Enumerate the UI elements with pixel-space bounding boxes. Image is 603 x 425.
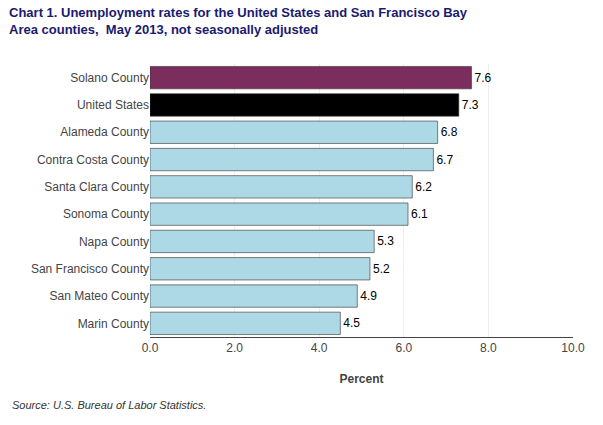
svg-text:San Mateo County: San Mateo County: [50, 289, 149, 303]
svg-text:10.0: 10.0: [561, 341, 585, 355]
svg-text:San Francisco County: San Francisco County: [31, 262, 149, 276]
svg-text:United States: United States: [77, 98, 149, 112]
svg-text:7.6: 7.6: [474, 71, 491, 85]
svg-text:6.2: 6.2: [415, 180, 432, 194]
svg-text:Source: U.S. Bureau of Labor S: Source: U.S. Bureau of Labor Statistics.: [12, 399, 206, 411]
svg-text:Solano County: Solano County: [70, 71, 149, 85]
svg-text:Alameda County: Alameda County: [60, 125, 149, 139]
svg-text:4.5: 4.5: [343, 316, 360, 330]
svg-text:Sonoma County: Sonoma County: [63, 207, 149, 221]
svg-text:Santa Clara County: Santa Clara County: [44, 180, 149, 194]
svg-text:5.3: 5.3: [377, 234, 394, 248]
svg-text:2.0: 2.0: [226, 341, 243, 355]
svg-text:6.7: 6.7: [436, 153, 453, 167]
svg-text:6.1: 6.1: [411, 207, 428, 221]
svg-text:Chart 1. Unemployment rates fo: Chart 1. Unemployment rates for the Unit…: [9, 5, 468, 37]
svg-text:Napa County: Napa County: [79, 235, 149, 249]
svg-text:6.8: 6.8: [441, 125, 458, 139]
svg-text:5.2: 5.2: [373, 262, 390, 276]
svg-text:Marin County: Marin County: [78, 317, 149, 331]
svg-text:4.0: 4.0: [311, 341, 328, 355]
svg-text:8.0: 8.0: [480, 341, 497, 355]
svg-text:6.0: 6.0: [395, 341, 412, 355]
svg-text:0.0: 0.0: [142, 341, 159, 355]
svg-text:Contra Costa County: Contra Costa County: [37, 153, 149, 167]
svg-text:4.9: 4.9: [360, 289, 377, 303]
svg-text:7.3: 7.3: [462, 98, 479, 112]
svg-text:Percent: Percent: [339, 372, 383, 386]
